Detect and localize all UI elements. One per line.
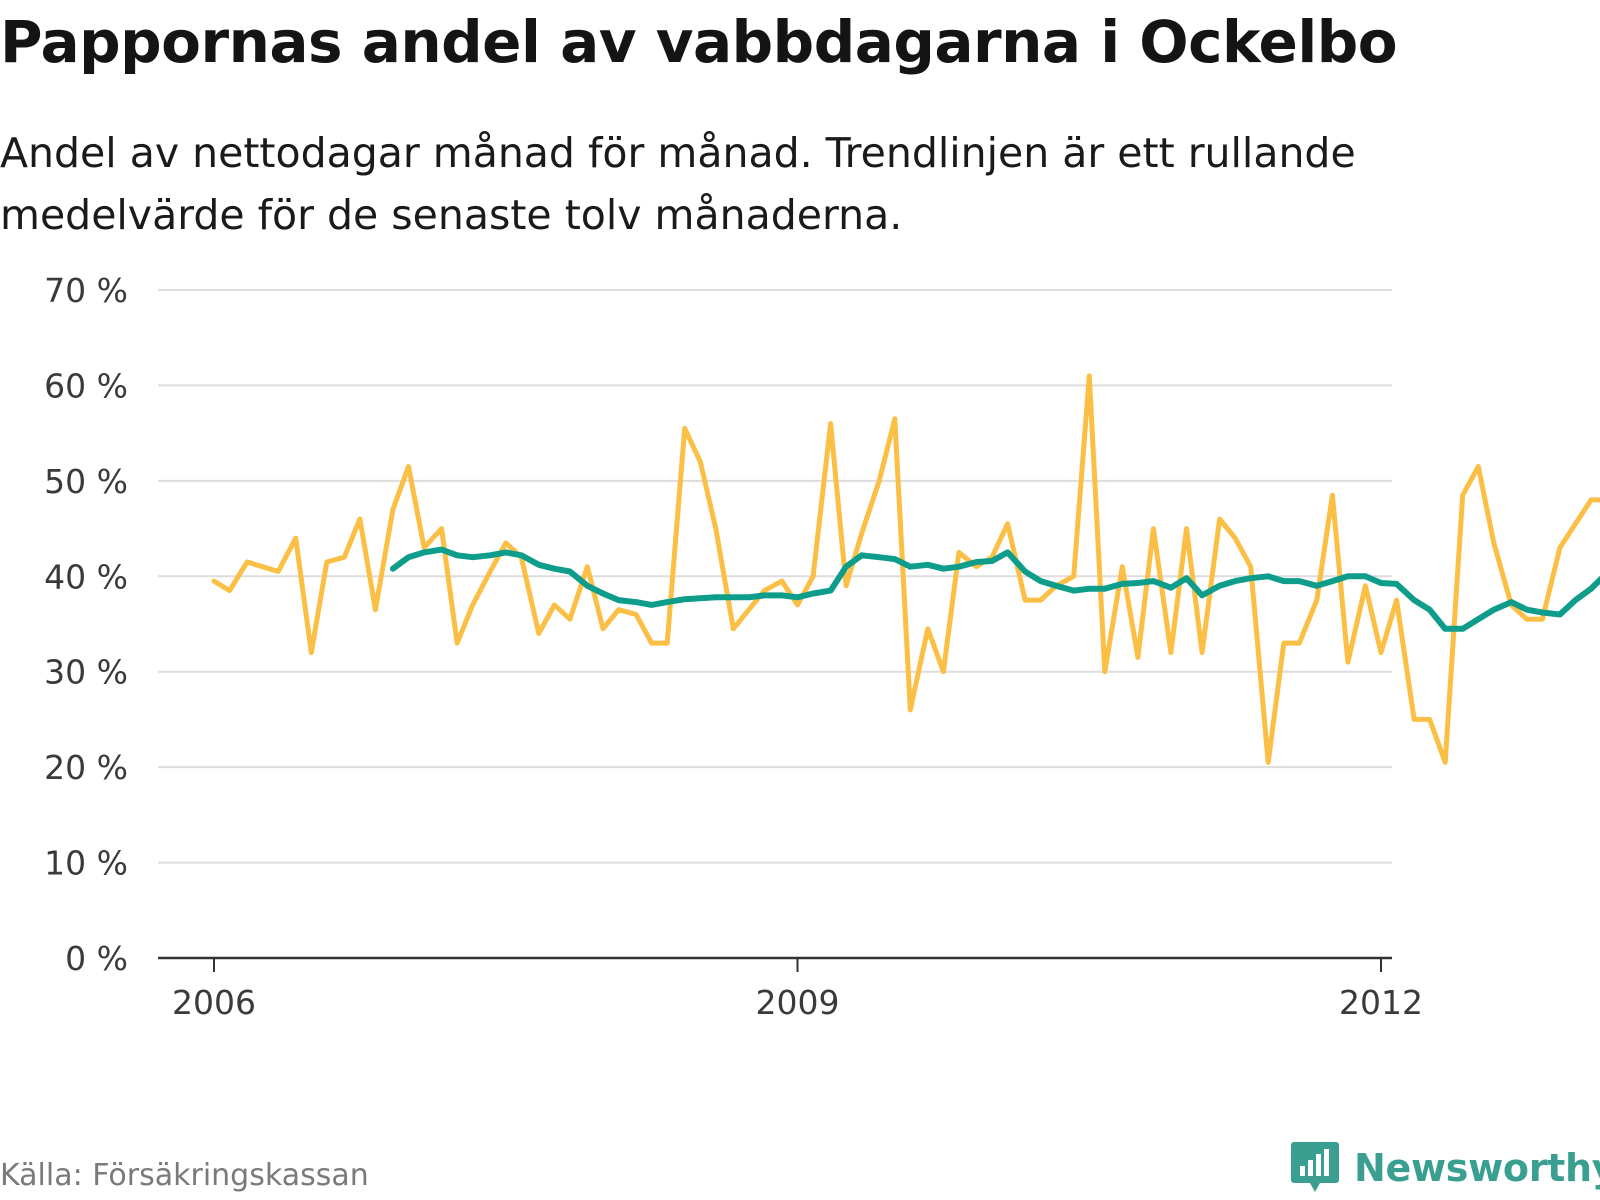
y-tick-label: 0 % — [65, 939, 128, 978]
per-manad-series-line — [211, 373, 1600, 765]
y-tick-label: 20 % — [44, 748, 128, 787]
page-title: Pappornas andel av vabbdagarna i Ockelbo — [0, 8, 1398, 76]
y-tick-label: 50 % — [44, 462, 128, 501]
y-tick-label: 10 % — [44, 844, 128, 883]
page-subtitle: Andel av nettodagar månad för månad. Tre… — [0, 129, 1356, 239]
brand-name: Newsworthy — [1354, 1146, 1600, 1190]
y-tick-label: 30 % — [44, 653, 128, 692]
y-tick-label: 70 % — [44, 271, 128, 310]
newsworthy-chart-bubble-icon — [1291, 1142, 1339, 1192]
source-note: Källa: Försäkringskassan — [0, 1158, 369, 1193]
x-tick-label: 2012 — [1339, 983, 1423, 1022]
line-chart: 0 % 10 % 20 % 30 % 40 % 50 % 60 % 70 % 2006 2009… — [44, 271, 1600, 1022]
trend-series-line — [389, 546, 1600, 632]
series-lines — [211, 373, 1600, 765]
x-axis-tick-labels: 2006200920122015201820212023 — [172, 958, 1423, 1022]
x-tick-label: 2006 — [172, 983, 256, 1022]
newsworthy-logo[interactable]: Newsworthy — [1290, 1140, 1600, 1196]
y-tick-label: 40 % — [44, 557, 128, 596]
gridlines — [158, 289, 1392, 864]
y-axis-tick-labels: 0 % 10 % 20 % 30 % 40 % 50 % 60 % 70 % — [44, 271, 128, 978]
x-tick-label: 2009 — [756, 983, 840, 1022]
y-tick-label: 60 % — [44, 366, 128, 405]
